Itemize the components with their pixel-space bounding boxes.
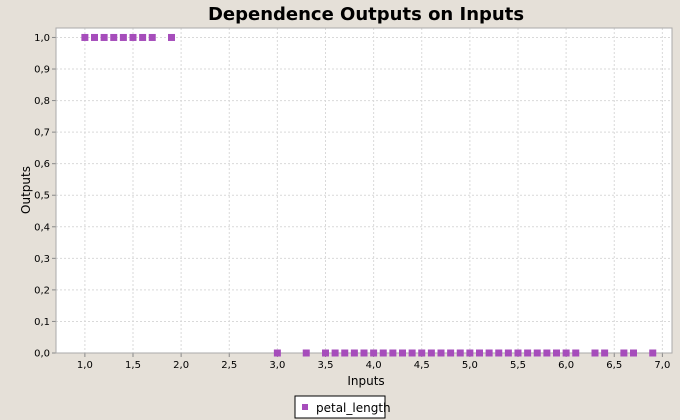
data-point (504, 349, 512, 357)
data-point (514, 349, 522, 357)
data-point (601, 349, 609, 357)
axes: 1,0 1,5 2,0 2,5 3,0 3,5 4,0 4,5 5,0 5,5 6,0 6,5 7,0 0… (34, 27, 673, 371)
data-point (447, 349, 455, 357)
x-tick-label: 4,0 (366, 360, 382, 371)
x-tick-label: 7,0 (654, 360, 670, 371)
y-tick-label: 0,1 (34, 317, 50, 328)
data-point (81, 33, 89, 41)
data-point (119, 33, 127, 41)
data-point (553, 349, 560, 357)
data-point (168, 33, 175, 41)
data-point (379, 349, 387, 357)
data-point (533, 349, 541, 357)
data-point (129, 33, 137, 41)
y-tick-label: 0,3 (34, 254, 50, 265)
data-point (273, 349, 281, 357)
data-point (399, 349, 406, 357)
data-point (110, 33, 118, 41)
data-point (649, 349, 657, 357)
data-point (591, 349, 599, 357)
data-point (91, 33, 98, 41)
y-tick-label: 0,4 (34, 222, 50, 233)
data-point (476, 349, 483, 357)
data-point (360, 349, 368, 357)
legend-box (294, 395, 386, 419)
data-point (543, 349, 551, 357)
x-axis-label: Inputs (347, 374, 384, 388)
y-tick-label: 0,7 (34, 128, 50, 139)
y-tick-label: 0,5 (34, 191, 50, 202)
legend: petal_length (294, 395, 391, 419)
data-point (418, 349, 426, 357)
y-tick-label: 1,0 (34, 33, 50, 44)
data-point (322, 349, 329, 357)
data-point (350, 349, 358, 357)
data-point (495, 349, 503, 357)
x-tick-label: 3,0 (269, 360, 285, 371)
x-tick-label: 5,5 (510, 360, 526, 371)
data-point (524, 349, 532, 357)
data-point (389, 349, 397, 357)
data-point (437, 349, 445, 357)
x-tick-label: 1,5 (125, 360, 141, 371)
data-point (485, 349, 493, 357)
y-tick-label: 0,9 (34, 65, 50, 76)
data-point (341, 349, 349, 357)
data-point (456, 349, 464, 357)
data-point (427, 349, 435, 357)
data-point (139, 33, 147, 41)
y-tick-label: 0,0 (34, 349, 50, 360)
legend-swatch-petal-length (302, 404, 308, 410)
data-point (562, 349, 570, 357)
data-point (572, 349, 580, 357)
data-point (100, 33, 108, 41)
legend-label-petal-length: petal_length (316, 401, 391, 415)
x-tick-label: 6,5 (606, 360, 622, 371)
x-tick-label: 1,0 (77, 360, 93, 371)
data-point (630, 349, 637, 357)
y-tick-label: 0,6 (34, 159, 50, 170)
x-tick-label: 3,5 (318, 360, 334, 371)
data-points (81, 33, 657, 357)
chart-title: Dependence Outputs on Inputs (208, 4, 524, 25)
data-point (408, 349, 416, 357)
y-tick-label: 0,8 (34, 96, 50, 107)
data-point (620, 349, 628, 357)
x-tick-label: 4,5 (414, 360, 430, 371)
y-tick-label: 0,2 (34, 285, 50, 296)
x-tick-label: 2,0 (173, 360, 189, 371)
x-tick-label: 6,0 (558, 360, 574, 371)
data-point (331, 349, 339, 357)
x-tick-label: 2,5 (221, 360, 237, 371)
data-point (148, 33, 156, 41)
data-point (466, 349, 474, 357)
data-point (302, 349, 310, 357)
y-axis-label: Outputs (19, 166, 33, 214)
x-tick-label: 5,0 (462, 360, 478, 371)
plot-area (55, 27, 673, 354)
grid (56, 28, 672, 354)
data-point (370, 349, 378, 357)
